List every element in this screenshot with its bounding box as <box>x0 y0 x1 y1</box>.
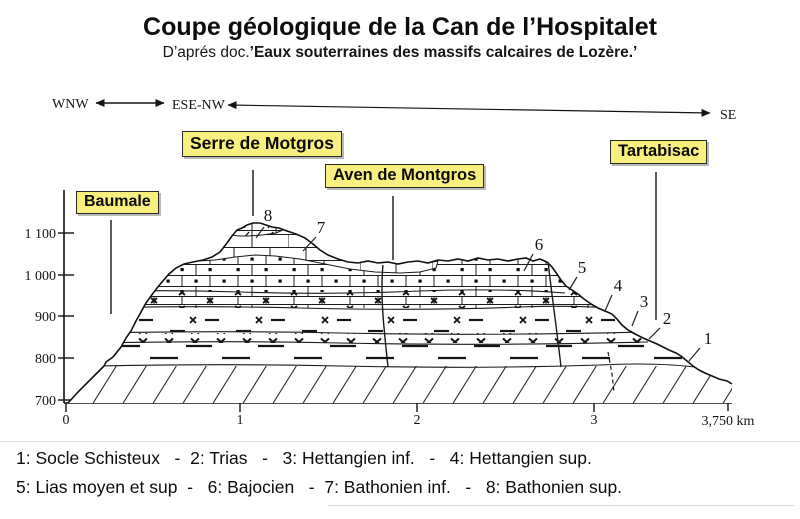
subtitle-prefix: D’aprés doc. <box>162 44 250 61</box>
elevation-tick-labels: 1 100 1 000 900 800 700 <box>25 227 57 409</box>
stratum-number-4: 4 <box>614 276 623 295</box>
distance-tick-labels: 0 1 2 3 3,750 km <box>63 413 755 429</box>
double-arrow-east-icon <box>227 101 711 117</box>
stratum-number-6: 6 <box>535 235 544 254</box>
terrain-surface-outline <box>67 222 733 404</box>
place-label-aven-de-montgros: Aven de Montgros <box>325 164 485 188</box>
page-title: Coupe géologique de la Can de l’Hospital… <box>143 13 657 41</box>
stratum-2-trias-area <box>68 343 732 366</box>
direction-indicator: WNW ESE-NW SE <box>52 97 736 123</box>
place-label-serre-de-motgros: Serre de Motgros <box>182 131 342 157</box>
direction-middle-label: ESE-NW <box>172 98 226 113</box>
place-label-tartabisac: Tartabisac <box>610 140 708 164</box>
place-pointer-lines <box>110 170 657 320</box>
distance-tick-label: 0 <box>63 413 70 428</box>
stratum-number-8: 8 <box>264 206 273 225</box>
distance-tick-label: 3 <box>591 413 598 428</box>
bed-boundaries <box>68 289 703 369</box>
elevation-tick-label: 700 <box>35 394 56 409</box>
legend-line-1: 1: Socle Schisteux - 2: Trias - 3: Hetta… <box>16 448 592 468</box>
scan-artifact-line <box>0 441 800 442</box>
elevation-tick-label: 800 <box>35 352 56 367</box>
stratum-number-7: 7 <box>317 218 326 237</box>
direction-east-label: SE <box>720 108 736 123</box>
stratum-number-5: 5 <box>578 258 587 277</box>
fault-line <box>547 260 562 368</box>
elevation-ticks <box>58 232 74 401</box>
terrain <box>67 222 733 404</box>
stratum-1-socle-area <box>68 366 732 403</box>
fault-lines <box>381 260 615 393</box>
fault-line-dashed <box>607 351 615 393</box>
stratum-3-hettangien-inf-area <box>68 333 732 343</box>
stratum-number-2: 2 <box>663 309 672 328</box>
strata-callouts: 8 7 6 5 4 3 2 1 <box>255 206 713 362</box>
distance-end-label: 3,750 km <box>702 414 755 429</box>
direction-west-label: WNW <box>52 97 89 112</box>
subtitle-source: ’Eaux souterraines des massifs calcaires… <box>249 44 638 61</box>
elevation-tick-label: 900 <box>35 310 56 325</box>
stratum-number-1: 1 <box>704 329 713 348</box>
elevation-tick-label: 1 000 <box>25 269 57 284</box>
place-label-baumale: Baumale <box>76 191 159 214</box>
stratum-5-lias-area <box>68 292 732 308</box>
page-subtitle: D’aprés doc.’Eaux souterraines des massi… <box>0 44 800 62</box>
scan-artifact-line <box>328 505 794 506</box>
legend-line-2: 5: Lias moyen et sup - 6: Bajocien - 7: … <box>16 477 623 497</box>
strata-leader-lines <box>255 226 701 362</box>
stratum-number-3: 3 <box>640 292 649 311</box>
fault-line <box>381 264 389 368</box>
distance-tick-label: 2 <box>414 413 421 428</box>
distance-tick-label: 1 <box>237 413 244 428</box>
elevation-tick-label: 1 100 <box>25 227 57 242</box>
